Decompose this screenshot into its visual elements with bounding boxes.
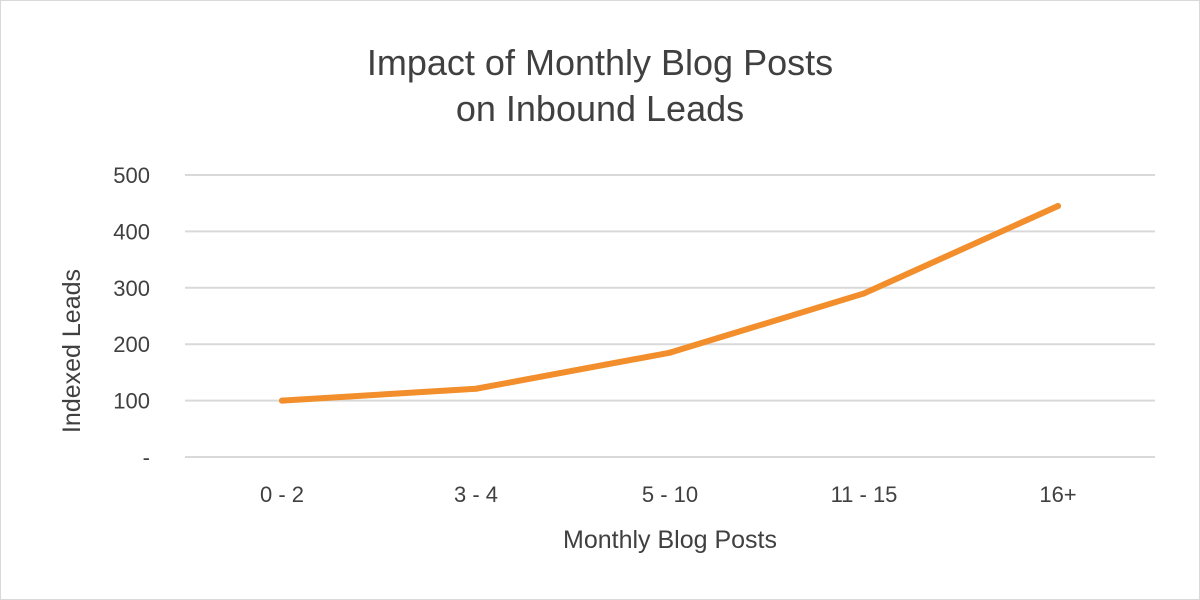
y-tick-label: 500 [113,163,150,188]
y-tick-label: 400 [113,219,150,244]
x-tick-label: 11 - 15 [831,482,898,507]
data-point [667,349,673,356]
series-line [279,203,1061,404]
data-point [473,385,479,392]
y-tick-label: 200 [113,332,150,357]
data-point [1055,203,1061,210]
y-axis-ticks: - 100 200 300 400 500 [113,163,150,470]
chart-title: Impact of Monthly Blog Posts on Inbound … [0,40,1200,132]
data-point [279,397,285,404]
x-tick-label: 5 - 10 [642,482,698,507]
x-tick-label: 16+ [1039,482,1076,507]
y-tick-label: 100 [113,389,150,414]
y-tick-label: - [143,445,150,470]
chart-title-line-1: Impact of Monthly Blog Posts [366,42,834,83]
chart-title-line-2: on Inbound Leads [455,88,745,129]
y-tick-label: 300 [113,276,150,301]
gridlines [185,174,1155,458]
x-axis-label: Monthly Blog Posts [563,526,777,554]
x-tick-label: 3 - 4 [454,482,498,507]
x-tick-label: 0 - 2 [260,482,304,507]
y-axis-label: Indexed Leads [58,269,86,433]
series-group [279,203,1061,404]
x-axis-ticks: 0 - 2 3 - 4 5 - 10 11 - 15 16+ [260,482,1077,507]
data-point [861,290,867,297]
